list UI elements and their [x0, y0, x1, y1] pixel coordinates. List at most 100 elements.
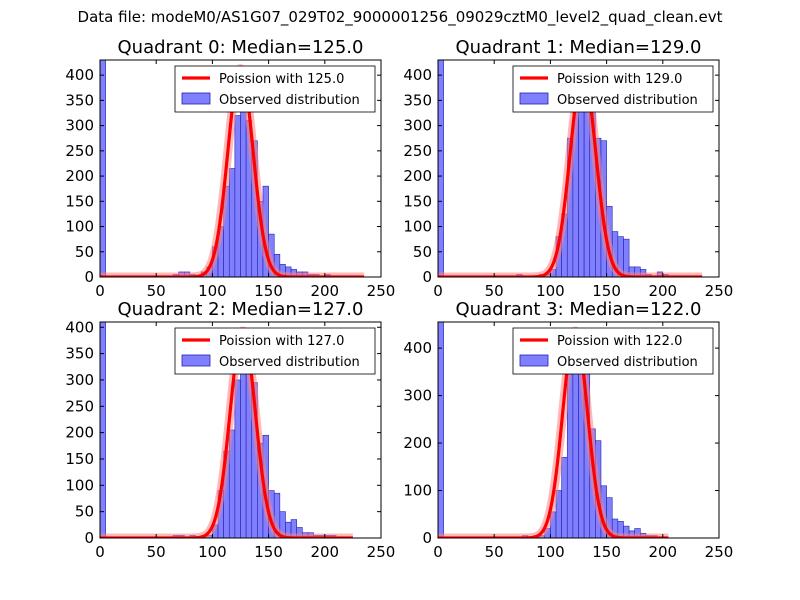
- y-tick-label: 350: [65, 91, 94, 109]
- x-tick-label: 250: [367, 282, 396, 300]
- poisson-fit-line: [438, 70, 704, 277]
- x-tick-label: 50: [147, 282, 166, 300]
- axes-frame: [437, 59, 720, 278]
- legend-bar-swatch: [181, 92, 211, 105]
- x-tick-label: 100: [536, 543, 565, 561]
- x-tick-label: 100: [198, 282, 227, 300]
- x-tick-label: 50: [147, 543, 166, 561]
- y-tick-label: 100: [65, 218, 94, 236]
- legend-label-observed: Observed distribution: [219, 93, 360, 108]
- x-tick-label: 100: [198, 543, 227, 561]
- y-tick-label: 400: [403, 339, 432, 357]
- y-tick-label: 350: [403, 91, 432, 109]
- y-tick-label: 200: [403, 167, 432, 185]
- axes-frame: [437, 321, 720, 539]
- y-tick-label: 300: [65, 371, 94, 389]
- x-tick-label: 200: [310, 543, 339, 561]
- panel-title: Quadrant 2: Median=127.0: [118, 299, 364, 320]
- histogram-bar: [234, 115, 241, 277]
- legend-label-fit: Poission with 125.0: [219, 72, 344, 87]
- legend: Poission with 125.0 Observed distribution: [174, 65, 376, 113]
- plot-area: [100, 322, 357, 538]
- legend: Poission with 127.0 Observed distribution: [174, 327, 376, 375]
- histogram-bar: [623, 238, 630, 277]
- y-tick-label: 50: [75, 243, 94, 261]
- axes-frame: [99, 321, 382, 539]
- legend-label-observed: Observed distribution: [219, 355, 360, 370]
- legend-bar-swatch: [519, 354, 549, 367]
- legend-bar-swatch: [181, 354, 211, 367]
- legend: Poission with 122.0 Observed distribution: [512, 327, 714, 375]
- y-tick-label: 300: [65, 117, 94, 135]
- y-tick-label: 150: [65, 450, 94, 468]
- histogram-bar: [561, 456, 568, 538]
- plot-area: [438, 60, 707, 277]
- x-tick-label: 50: [485, 543, 504, 561]
- x-tick-label: 150: [592, 282, 621, 300]
- y-tick-label: 200: [65, 167, 94, 185]
- legend-label-fit: Poission with 127.0: [219, 334, 344, 349]
- y-tick-label: 0: [84, 268, 94, 286]
- legend: Poission with 129.0 Observed distribution: [512, 65, 714, 113]
- histogram-bar: [438, 322, 444, 538]
- panel-quadrant-1: 0 50 100 150 200 250 0 50 100 150 200 250 300 350 400 Q…: [403, 37, 733, 300]
- histogram-bar: [100, 60, 106, 277]
- x-tick-label: 0: [95, 282, 105, 300]
- legend-label-fit: Poission with 122.0: [557, 334, 682, 349]
- y-tick-label: 200: [65, 424, 94, 442]
- x-tick-label: 200: [310, 282, 339, 300]
- y-tick-label: 300: [403, 117, 432, 135]
- x-tick-label: 0: [433, 543, 443, 561]
- x-tick-label: 150: [592, 543, 621, 561]
- y-tick-label: 300: [403, 387, 432, 405]
- x-tick-label: 200: [648, 282, 677, 300]
- y-tick-label: 150: [403, 192, 432, 210]
- y-tick-label: 250: [65, 397, 94, 415]
- x-tick-label: 150: [254, 543, 283, 561]
- histogram-bar: [234, 379, 241, 538]
- y-tick-label: 0: [422, 268, 432, 286]
- y-tick-label: 50: [75, 503, 94, 521]
- axes-frame: [99, 59, 382, 278]
- y-tick-label: 100: [403, 218, 432, 236]
- figure-suptitle: Data file: modeM0/AS1G07_029T02_90000012…: [77, 8, 723, 26]
- x-tick-label: 0: [95, 543, 105, 561]
- x-tick-label: 250: [705, 282, 734, 300]
- panel-quadrant-3: 0 50 100 150 200 250 0 100 200 300 400 Quadrant 3: …: [403, 299, 733, 561]
- poisson-fit-line: [100, 329, 354, 538]
- histogram-bar: [240, 102, 247, 277]
- y-tick-label: 350: [65, 345, 94, 363]
- legend-label-observed: Observed distribution: [557, 93, 698, 108]
- y-tick-label: 400: [65, 66, 94, 84]
- y-tick-label: 250: [403, 142, 432, 160]
- y-tick-label: 200: [403, 434, 432, 452]
- y-tick-label: 250: [65, 142, 94, 160]
- histogram-bar: [100, 322, 106, 538]
- panel-title: Quadrant 1: Median=129.0: [456, 37, 702, 58]
- x-tick-label: 0: [433, 282, 443, 300]
- x-tick-label: 250: [367, 543, 396, 561]
- histogram-bar: [572, 350, 579, 538]
- panel-title: Quadrant 0: Median=125.0: [118, 37, 364, 58]
- x-tick-label: 150: [254, 282, 283, 300]
- panel-title: Quadrant 3: Median=122.0: [456, 299, 702, 320]
- histogram-bar: [228, 168, 236, 277]
- legend-label-fit: Poission with 129.0: [557, 72, 682, 87]
- y-tick-label: 100: [65, 476, 94, 494]
- x-tick-label: 200: [648, 543, 677, 561]
- y-tick-label: 400: [403, 66, 432, 84]
- y-tick-label: 150: [65, 192, 94, 210]
- histogram-bar: [438, 60, 444, 277]
- y-tick-label: 100: [403, 482, 432, 500]
- x-tick-label: 100: [536, 282, 565, 300]
- y-tick-label: 0: [84, 529, 94, 547]
- panel-quadrant-2: 0 50 100 150 200 250 0 50 100 150 200 250 300 350 400 Q…: [65, 299, 395, 561]
- x-tick-label: 50: [485, 282, 504, 300]
- panel-quadrant-0: 0 50 100 150 200 250 0 50 100 150 200 250 300 350 400 Q…: [65, 37, 395, 300]
- legend-bar-swatch: [519, 92, 549, 105]
- legend-label-observed: Observed distribution: [557, 355, 698, 370]
- histogram-bar: [578, 89, 585, 277]
- y-tick-label: 400: [65, 318, 94, 336]
- y-tick-label: 50: [413, 243, 432, 261]
